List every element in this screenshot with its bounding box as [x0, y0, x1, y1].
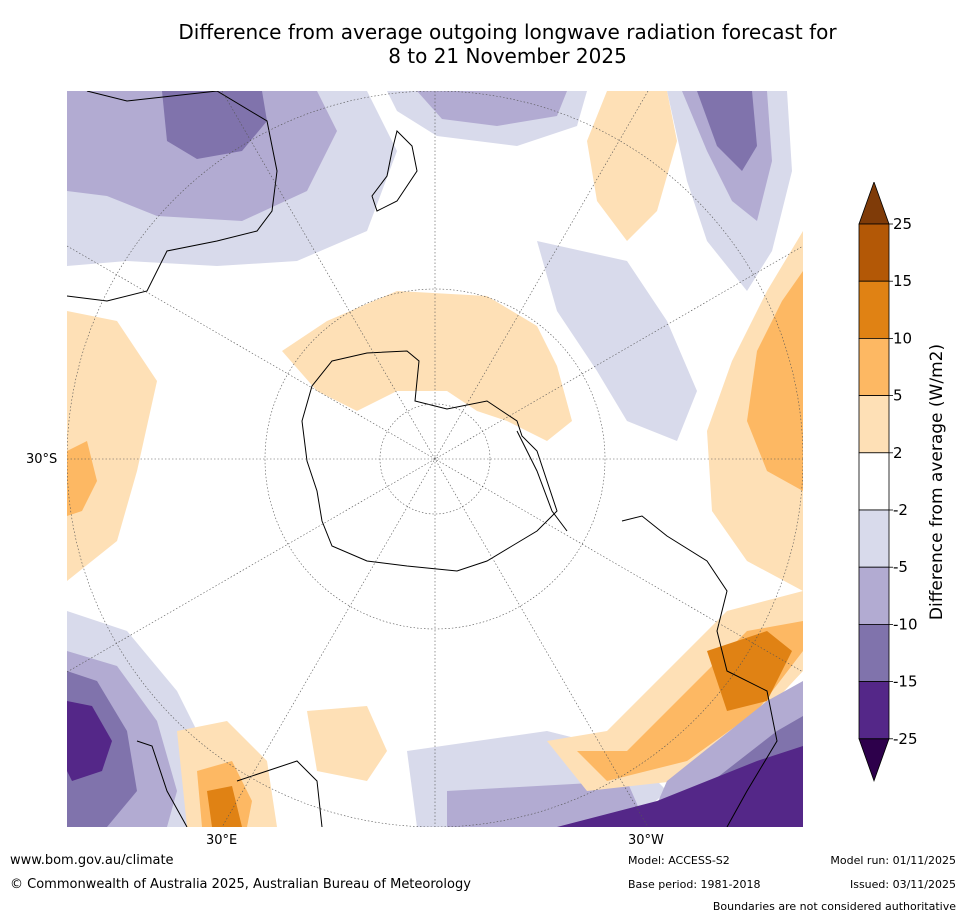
- colorbar-swatches: [858, 182, 890, 782]
- colorbar-title: Difference from average (W/m2): [927, 343, 947, 621]
- colorbar-swatch: [858, 623, 890, 682]
- colorbar-tick-label: 5: [893, 387, 903, 405]
- colorbar-tick-label: 2: [893, 444, 903, 462]
- coast-antarctic-peninsula: [516, 430, 568, 532]
- colorbar-tick-label: -5: [893, 558, 908, 576]
- colorbar-swatch: [858, 509, 890, 568]
- anomaly-positive-west: [67, 311, 157, 581]
- anomaly-positive-south-atlantic: [307, 706, 387, 781]
- anomaly-positive-northeast: [587, 91, 677, 241]
- anomaly-positive-east-mid: [747, 271, 803, 491]
- footer-issued: Issued: 03/11/2025: [849, 878, 956, 891]
- footer-base-period: Base period: 1981-2018: [628, 878, 761, 891]
- footer-website[interactable]: www.bom.gov.au/climate: [10, 853, 174, 868]
- coast-australia: [67, 91, 278, 302]
- colorbar-swatch: [858, 681, 890, 740]
- colorbar-swatch: [858, 280, 890, 339]
- anomaly-negative-north-mid: [417, 91, 567, 126]
- footer-disclaimer: Boundaries are not considered authoritat…: [712, 900, 956, 913]
- coast-south-africa: [136, 740, 188, 827]
- coast-africa-east: [236, 760, 323, 827]
- colorbar-tick-label: 10: [893, 329, 912, 347]
- coast-antarctica: [301, 350, 558, 572]
- anomaly-negative-northwest-strong: [162, 91, 267, 159]
- colorbar-labels: 25 15 10 5 2 -2 -5 -10 -15 -25: [889, 215, 918, 748]
- coastlines: [67, 91, 778, 827]
- colorbar: 25 15 10 5 2 -2 -5 -10 -15 -25: [858, 182, 918, 782]
- coast-south-america: [621, 515, 778, 827]
- title-line-1: Difference from average outgoing longwav…: [178, 20, 837, 44]
- footer-copyright: © Commonwealth of Australia 2025, Austra…: [10, 877, 471, 892]
- colorbar-tick-label: 15: [893, 272, 912, 290]
- lon-label-30e: 30°E: [206, 833, 238, 848]
- colorbar-extend-bottom: [858, 738, 890, 782]
- anomaly-negative-east: [537, 241, 697, 441]
- polar-map[interactable]: [67, 91, 803, 827]
- colorbar-swatch: [858, 223, 890, 282]
- colorbar-tick-label: -10: [893, 615, 918, 633]
- colorbar-swatch: [858, 452, 890, 511]
- colorbar-tick-label: -15: [893, 673, 918, 691]
- anomaly-positive-south-africa-strong: [207, 786, 242, 827]
- anomaly-positive-west-mid: [67, 441, 97, 516]
- anomaly-positive-south-america-strong: [707, 631, 792, 711]
- anomaly-negative-south-mid: [447, 781, 647, 827]
- footer-model-run: Model run: 01/11/2025: [830, 854, 956, 867]
- title-line-2: 8 to 21 November 2025: [388, 44, 627, 68]
- graticule: [67, 91, 803, 827]
- lat-label-30s: 30°S: [26, 452, 58, 467]
- lon-label-30w: 30°W: [628, 833, 664, 848]
- colorbar-extend-top: [858, 182, 890, 225]
- colorbar-tick-label: -25: [893, 730, 918, 748]
- anomaly-negative-northeast-strong: [697, 91, 757, 171]
- colorbar-swatch: [858, 337, 890, 396]
- anomaly-negative-southeast-core: [557, 746, 803, 827]
- coast-new-zealand: [371, 130, 418, 212]
- map-title: Difference from average outgoing longwav…: [0, 20, 965, 68]
- anomaly-positive-antarctic: [282, 291, 572, 441]
- colorbar-swatch: [858, 395, 890, 454]
- colorbar-tick-label: 25: [893, 215, 912, 233]
- colorbar-tick-label: -2: [893, 501, 908, 519]
- anomaly-field: [67, 91, 803, 827]
- colorbar-swatch: [858, 566, 890, 625]
- footer-model: Model: ACCESS-S2: [628, 854, 730, 867]
- anomaly-negative-southwest-core: [67, 701, 112, 781]
